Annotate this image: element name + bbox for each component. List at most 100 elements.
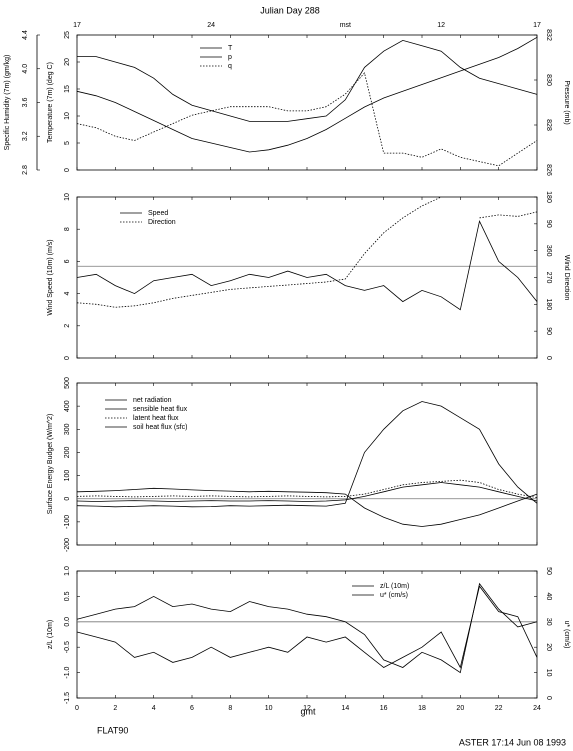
y-tick-label: 1.0 [64, 566, 71, 576]
y-tick-label: 0.0 [64, 617, 71, 627]
legend-label: q [228, 63, 232, 70]
x-axis-label: gmt [300, 706, 316, 716]
y2-tick-label: 360 [545, 245, 552, 257]
y-tick-label: 20 [64, 58, 71, 66]
legend-label: Direction [148, 219, 176, 226]
x-tick-label: 24 [533, 705, 541, 712]
y2-tick-label: 10 [545, 669, 552, 677]
y2-axis-label: Wind Direction [563, 255, 570, 301]
y2-tick-label: 30 [545, 618, 552, 626]
series-line [76, 196, 538, 308]
y-tick-label: -1.0 [64, 666, 71, 678]
footer-right: ASTER 17:14 Jun 08 1993 [459, 737, 566, 747]
y2-tick-label: 270 [545, 272, 552, 284]
y-tick-label: -100 [64, 515, 71, 529]
y2-axis-label: u* (cm/s) [563, 621, 570, 649]
y2-tick-label: 0 [545, 696, 552, 700]
y2-tick-label: 180 [545, 298, 552, 310]
chart-title: Julian Day 288 [260, 5, 320, 15]
y-tick-label: -200 [64, 538, 71, 552]
y-tick-label: 400 [64, 400, 71, 412]
y-tick-label: -1.5 [64, 692, 71, 704]
x-tick-label: 4 [152, 705, 156, 712]
series-line [76, 401, 538, 508]
y2-tick-label: 826 [545, 164, 552, 176]
legend-label: sensible heat flux [133, 406, 188, 413]
x-tick-label: 2 [113, 705, 117, 712]
legend-label: soil heat flux (sfc) [133, 424, 187, 431]
x-tick-label: 22 [495, 705, 503, 712]
x-tick-label: 0 [75, 705, 79, 712]
y-axis-label: Temperature (7m) (deg C) [47, 62, 54, 143]
y2-tick-label: 90 [545, 327, 552, 335]
series-line [76, 219, 538, 311]
series-line [76, 482, 538, 502]
series-line [76, 582, 538, 674]
x-tick-label: 20 [456, 705, 464, 712]
x-tick-label: 10 [265, 705, 273, 712]
y-tick-label: 300 [64, 423, 71, 435]
legend-label: z/L (10m) [380, 583, 409, 590]
top-tick-label: mst [340, 22, 351, 29]
y2-tick-label: 180 [545, 191, 552, 203]
y-tick-label: 0 [64, 497, 71, 501]
y-tick-label: 10 [64, 112, 71, 120]
y-axis-label: Surface Energy Budget (W/m^2) [47, 414, 54, 515]
y2-axis-label: Pressure (mb) [563, 80, 570, 124]
y3-tick-label: 2.8 [22, 165, 29, 175]
y3-tick-label: 3.6 [22, 98, 29, 108]
y3-tick-label: 4.4 [22, 30, 29, 40]
top-tick-label: 12 [437, 22, 445, 29]
y2-tick-label: 40 [545, 593, 552, 601]
y-tick-label: 10 [64, 193, 71, 201]
y-tick-label: 8 [64, 227, 71, 231]
footer-left: FLAT90 [97, 725, 128, 735]
y2-tick-label: 830 [545, 74, 552, 86]
y-tick-label: 15 [64, 85, 71, 93]
y2-tick-label: 90 [545, 220, 552, 228]
top-tick-label: 24 [207, 22, 215, 29]
legend-label: Speed [148, 210, 168, 217]
y-tick-label: -0.5 [64, 641, 71, 653]
series-line [77, 39, 538, 122]
legend-label: p [228, 54, 232, 61]
y-tick-label: 2 [64, 324, 71, 328]
x-tick-label: 12 [303, 705, 311, 712]
y-tick-label: 500 [64, 377, 71, 389]
y-tick-label: 4 [64, 292, 71, 296]
series-line [76, 479, 538, 498]
x-tick-label: 8 [228, 705, 232, 712]
y2-tick-label: 832 [545, 29, 552, 41]
y-tick-label: 0 [64, 168, 71, 172]
x-tick-label: 16 [380, 705, 388, 712]
y-tick-label: 100 [64, 470, 71, 482]
series-line [76, 72, 538, 167]
x-tick-label: 14 [341, 705, 349, 712]
y3-tick-label: 3.2 [22, 131, 29, 141]
legend-label: latent heat flux [133, 415, 179, 422]
y2-tick-label: 828 [545, 119, 552, 131]
x-tick-label: 18 [418, 705, 426, 712]
y-tick-label: 0 [64, 356, 71, 360]
y3-axis-label: Specific Humidity (7m) (gm/kg) [4, 55, 11, 151]
plot-frame [76, 34, 538, 171]
series-line [76, 585, 538, 669]
y-axis-label: z/L (10m) [47, 620, 54, 649]
legend-label: net radiation [133, 397, 172, 404]
y-tick-label: 0.5 [64, 591, 71, 601]
legend-label: u* (cm/s) [380, 592, 408, 599]
y-tick-label: 6 [64, 259, 71, 263]
series-line [76, 487, 538, 527]
y-tick-label: 200 [64, 446, 71, 458]
y-tick-label: 25 [64, 31, 71, 39]
y-axis-label: Wind Speed (10m) (m/s) [47, 239, 54, 315]
y-tick-label: 5 [64, 141, 71, 145]
legend-label: T [228, 45, 233, 52]
top-tick-label: 17 [73, 22, 81, 29]
series-line [76, 36, 538, 153]
x-tick-label: 6 [190, 705, 194, 712]
y2-tick-label: 0 [545, 356, 552, 360]
y2-tick-label: 50 [545, 567, 552, 575]
top-tick-label: 17 [533, 22, 541, 29]
